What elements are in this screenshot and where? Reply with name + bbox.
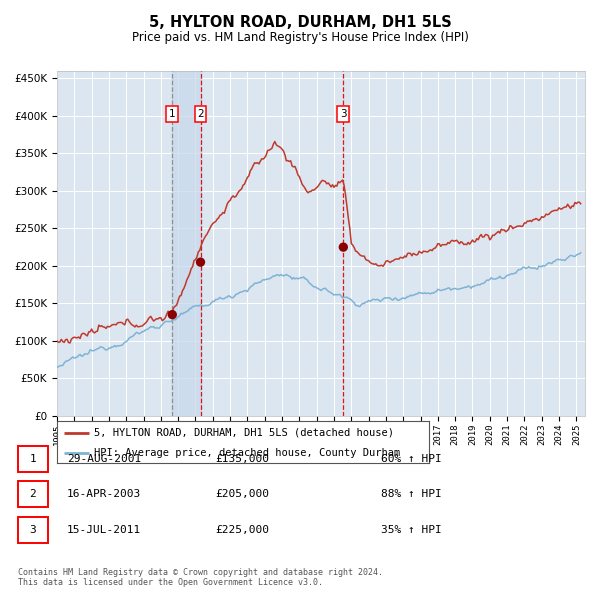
Text: 5, HYLTON ROAD, DURHAM, DH1 5LS: 5, HYLTON ROAD, DURHAM, DH1 5LS <box>149 15 451 30</box>
Point <box>196 257 205 267</box>
Point <box>167 310 177 319</box>
Text: 60% ↑ HPI: 60% ↑ HPI <box>380 454 442 464</box>
Point <box>338 242 348 252</box>
Text: 2: 2 <box>29 489 36 499</box>
FancyBboxPatch shape <box>18 446 48 472</box>
FancyBboxPatch shape <box>18 517 48 543</box>
Text: 5, HYLTON ROAD, DURHAM, DH1 5LS (detached house): 5, HYLTON ROAD, DURHAM, DH1 5LS (detache… <box>94 428 394 438</box>
Text: 2: 2 <box>197 109 204 119</box>
Text: 35% ↑ HPI: 35% ↑ HPI <box>380 525 442 535</box>
Text: 88% ↑ HPI: 88% ↑ HPI <box>380 489 442 499</box>
Text: 3: 3 <box>29 525 36 535</box>
Text: HPI: Average price, detached house, County Durham: HPI: Average price, detached house, Coun… <box>94 448 400 457</box>
Text: 3: 3 <box>340 109 347 119</box>
Text: Contains HM Land Registry data © Crown copyright and database right 2024.
This d: Contains HM Land Registry data © Crown c… <box>18 568 383 587</box>
Text: 29-AUG-2001: 29-AUG-2001 <box>67 454 141 464</box>
Text: 1: 1 <box>29 454 36 464</box>
Text: 16-APR-2003: 16-APR-2003 <box>67 489 141 499</box>
FancyBboxPatch shape <box>18 481 48 507</box>
Text: Price paid vs. HM Land Registry's House Price Index (HPI): Price paid vs. HM Land Registry's House … <box>131 31 469 44</box>
Text: £225,000: £225,000 <box>215 525 269 535</box>
Bar <box>172 71 200 416</box>
Text: 15-JUL-2011: 15-JUL-2011 <box>67 525 141 535</box>
Text: 1: 1 <box>169 109 176 119</box>
Text: £205,000: £205,000 <box>215 489 269 499</box>
Text: £135,000: £135,000 <box>215 454 269 464</box>
